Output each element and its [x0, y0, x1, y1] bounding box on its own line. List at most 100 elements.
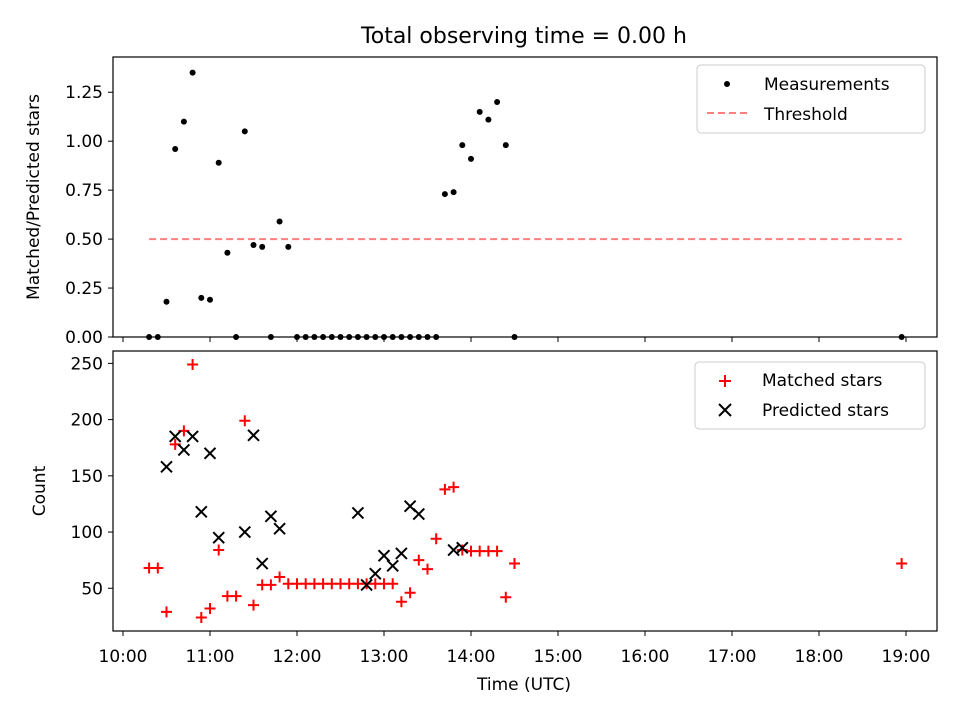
measurement-point [485, 116, 492, 123]
predicted-star-point [386, 559, 399, 572]
bottom-legend: Matched stars Predicted stars [694, 361, 926, 430]
matched-star-point [404, 587, 416, 599]
bottom-legend-box [694, 361, 926, 430]
bottom-y-tick-label: 50 [81, 579, 103, 599]
legend-threshold-label: Threshold [763, 105, 848, 125]
bottom-x-tick-label: 11:00 [186, 647, 235, 667]
matched-star-point [274, 571, 286, 583]
matched-star-point [491, 545, 503, 557]
matched-star-point [213, 544, 225, 556]
matched-star-point [896, 558, 908, 570]
bottom-y-tick-label: 150 [71, 467, 103, 487]
predicted-star-point [203, 447, 217, 460]
matched-star-point [387, 578, 399, 590]
legend-measurements-marker [724, 81, 730, 87]
chart-title: Total observing time = 0.00 h [360, 24, 687, 49]
bottom-x-tick-label: 17:00 [708, 647, 757, 667]
measurement-point [207, 296, 213, 303]
measurement-point [215, 159, 222, 166]
predicted-star-point [456, 541, 469, 554]
legend-matched-label: Matched stars [762, 371, 882, 391]
bottom-x-tick-label: 16:00 [621, 647, 670, 667]
top-y-tick-label: 0.25 [65, 279, 103, 299]
predicted-star-point [369, 567, 382, 580]
top-panel: 0.00 0.25 0.50 0.75 1.00 1.25 Matched/Predict… [24, 56, 938, 348]
predicted-star-point [168, 430, 182, 443]
top-legend: Measurements Threshold [696, 64, 926, 134]
bottom-x-tick-label: 15:00 [534, 647, 583, 667]
matched-star-point [422, 563, 433, 575]
top-y-tick-label: 1.25 [65, 83, 103, 103]
measurement-point [441, 191, 448, 198]
x-axis-label: Time (UTC) [476, 675, 571, 695]
measurement-point [241, 128, 248, 135]
matched-star-point [509, 558, 520, 570]
predicted-star-point [212, 531, 225, 544]
bottom-y-ticks: 50 100 150 200 250 [71, 354, 113, 599]
bottom-x-tick-label: 12:00 [273, 647, 322, 667]
top-y-tick-label: 0.00 [65, 328, 103, 348]
bottom-x-tick-label: 14:00 [447, 647, 496, 667]
predicted-star-point [395, 547, 408, 560]
top-y-tick-label: 1.00 [65, 132, 103, 152]
bottom-panel: 50 100 150 200 250 10:00 11:00 12:00 13:00 14:00… [30, 350, 938, 695]
measurement-point [502, 142, 509, 149]
measurement-point [494, 99, 501, 106]
predicted-star-point [238, 525, 252, 539]
measurement-point [198, 294, 205, 301]
predicted-star-point [351, 506, 365, 520]
matched-star-point [187, 358, 199, 370]
predicted-star-point [377, 549, 391, 562]
bottom-x-tick-label: 13:00 [360, 647, 409, 667]
measurement-point [476, 108, 483, 115]
legend-matched-marker [719, 375, 731, 387]
bottom-x-tick-label: 18:00 [795, 647, 844, 667]
matched-star-point [395, 596, 407, 608]
predicted-star-point [186, 430, 199, 443]
measurement-point [224, 249, 231, 256]
bottom-y-axis-label: Count [30, 465, 50, 516]
top-x-ticks [122, 337, 907, 342]
measurement-point [189, 69, 196, 76]
matched-star-point [413, 554, 425, 566]
top-axes-frame [112, 56, 938, 338]
measurement-point [276, 218, 283, 225]
measurement-point [180, 118, 187, 125]
matched-star-point [265, 579, 277, 591]
predicted-star-point [177, 443, 191, 457]
measurement-point [250, 241, 257, 248]
matched-star-point [248, 599, 259, 611]
predicted-star-point [360, 578, 373, 592]
matched-star-point [230, 590, 242, 602]
measurement-point [459, 142, 466, 149]
predicted-star-point [273, 522, 286, 535]
matched-star-point [500, 591, 512, 603]
measurement-point [285, 243, 292, 250]
bottom-x-tick-label: 19:00 [882, 647, 931, 667]
bottom-y-tick-label: 100 [71, 523, 103, 543]
legend-measurements-label: Measurements [764, 75, 890, 95]
bottom-plot-area [143, 358, 908, 624]
matched-star-point [456, 544, 468, 556]
matched-star-point [195, 612, 207, 624]
top-y-tick-label: 0.50 [65, 230, 103, 250]
measurement-point [450, 189, 457, 196]
measurement-point [172, 146, 179, 153]
matched-star-point [439, 483, 451, 495]
bottom-x-tick-label: 10:00 [99, 647, 148, 667]
matched-star-point [161, 606, 172, 618]
bottom-axes-frame [112, 350, 938, 632]
top-y-axis-label: Matched/Predicted stars [24, 94, 44, 300]
matched-star-point [448, 481, 460, 493]
matched-star-point [152, 562, 164, 574]
predicted-star-point [195, 505, 208, 519]
legend-predicted-marker [718, 403, 732, 417]
bottom-y-tick-label: 200 [71, 411, 103, 431]
legend-predicted-label: Predicted stars [762, 401, 889, 421]
top-y-tick-label: 0.75 [65, 181, 103, 201]
predicted-star-point [247, 429, 260, 442]
bottom-y-tick-label: 250 [71, 354, 103, 374]
measurement-point [468, 155, 474, 162]
predicted-star-point [160, 460, 173, 474]
matched-star-point [430, 533, 442, 545]
